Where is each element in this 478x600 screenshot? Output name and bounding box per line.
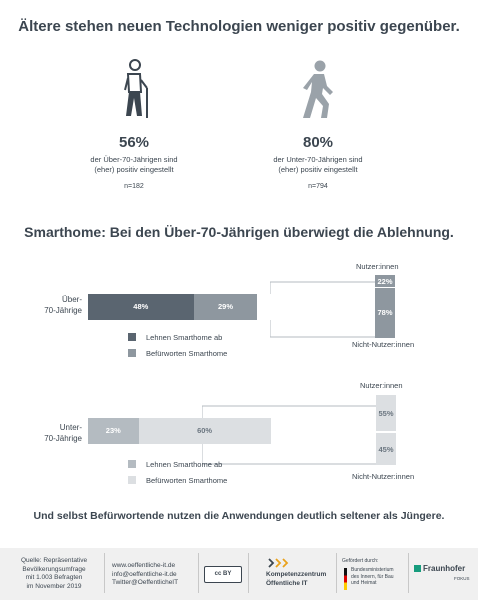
stat-left-value: 56% xyxy=(118,134,150,151)
elderly-person-icon xyxy=(124,59,148,118)
bar-over70-reject: 48% xyxy=(88,294,194,320)
page-title: Ältere stehen neuen Technologien weniger… xyxy=(18,18,460,35)
footer-mail-link[interactable]: info@oeffentliche-it.de xyxy=(112,570,177,578)
connector-under70 xyxy=(202,405,376,465)
footer-divider xyxy=(336,553,337,593)
legend-label-support: Befürworten Smarthome xyxy=(146,349,228,358)
stat-right-value: 80% xyxy=(302,134,334,151)
bmi-flag-icon xyxy=(344,568,347,590)
footer-divider xyxy=(408,553,409,593)
bmi-label: Bundesministerium des Innern, für Bau un… xyxy=(351,567,394,586)
stat-right-line1: der Unter-70-Jährigen sind xyxy=(273,155,363,164)
kompetenzzentrum-logo-icon xyxy=(268,558,289,568)
legend-label-reject: Lehnen Smarthome ab xyxy=(146,460,223,469)
footer-contact: www.oeffentliche-it.de info@oeffentliche… xyxy=(112,562,178,588)
breakdown-over70-bottom-value: 78% xyxy=(377,308,393,317)
bar-under70-support: 60% xyxy=(138,418,271,444)
connector-over70 xyxy=(270,281,375,338)
breakdown-over70-bottom: 78% xyxy=(375,287,395,338)
breakdown-under70-top-label: Nutzer:innen xyxy=(360,381,403,390)
bar-under70-reject: 23% xyxy=(88,418,139,444)
chart-over70: 48% 29% xyxy=(88,286,438,346)
stat-right-n: n=794 xyxy=(308,183,328,190)
stat-right-line2: (eher) positiv eingestellt xyxy=(278,165,358,174)
breakdown-under70-bottom: 45% xyxy=(376,433,396,465)
cc-by-icon: cc BY xyxy=(204,566,242,583)
breakdown-over70-top-value: 22% xyxy=(377,277,393,286)
kompetenzzentrum-label: Kompetenzzentrum Öffentliche IT xyxy=(266,571,327,587)
legend-swatch-reject xyxy=(128,333,136,341)
closing-statement: Und selbst Befürwortende nutzen die Anwe… xyxy=(33,510,445,522)
chart-under70: 23% 60% xyxy=(88,410,438,470)
section-subtitle: Smarthome: Bei den Über-70-Jährigen über… xyxy=(24,224,454,240)
legend-swatch-support xyxy=(128,476,136,484)
stat-left-n: n=182 xyxy=(124,183,144,190)
walking-person-icon xyxy=(303,60,333,118)
breakdown-under70-top-value: 55% xyxy=(378,409,394,418)
breakdown-under70-top: 55% xyxy=(376,395,396,431)
group-label-over70: Über- 70-Jährige xyxy=(44,295,82,315)
bar-under70-support-label: 60% xyxy=(197,426,213,435)
footer-web-link[interactable]: www.oeffentliche-it.de xyxy=(112,562,176,569)
fraunhofer-icon xyxy=(414,565,421,572)
footer-divider xyxy=(104,553,105,593)
legend-swatch-support xyxy=(128,349,136,357)
legend-label-support: Befürworten Smarthome xyxy=(146,476,228,485)
breakdown-over70-top-label: Nutzer:innen xyxy=(356,262,399,271)
breakdown-over70-bottom-label: Nicht-Nutzer:innen xyxy=(352,340,415,349)
footer-divider xyxy=(198,553,199,593)
breakdown-under70-bottom-value: 45% xyxy=(378,445,394,454)
gefoerdert-label: Gefördert durch: xyxy=(342,558,379,564)
stat-left-line2: (eher) positiv eingestellt xyxy=(94,165,174,174)
breakdown-under70-bottom-label: Nicht-Nutzer:innen xyxy=(352,472,415,481)
legend-swatch-reject xyxy=(128,460,136,468)
legend-label-reject: Lehnen Smarthome ab xyxy=(146,333,223,342)
bar-over70-support: 29% xyxy=(193,294,258,320)
stat-left-line1: der Über-70-Jährigen sind xyxy=(90,155,178,164)
footer-twitter-link[interactable]: Twitter@OeffentlicheIT xyxy=(112,579,179,586)
group-label-under70: Unter- 70-Jährige xyxy=(44,423,82,443)
breakdown-over70-top: 22% xyxy=(375,275,395,287)
bar-over70-support-label: 29% xyxy=(217,302,233,311)
footer-source: Quelle: Repräsentative Bevölkerungsumfra… xyxy=(20,557,88,590)
bar-under70-reject-label: 23% xyxy=(105,426,121,435)
bar-over70-reject-label: 48% xyxy=(133,302,149,311)
footer-divider xyxy=(248,553,249,593)
